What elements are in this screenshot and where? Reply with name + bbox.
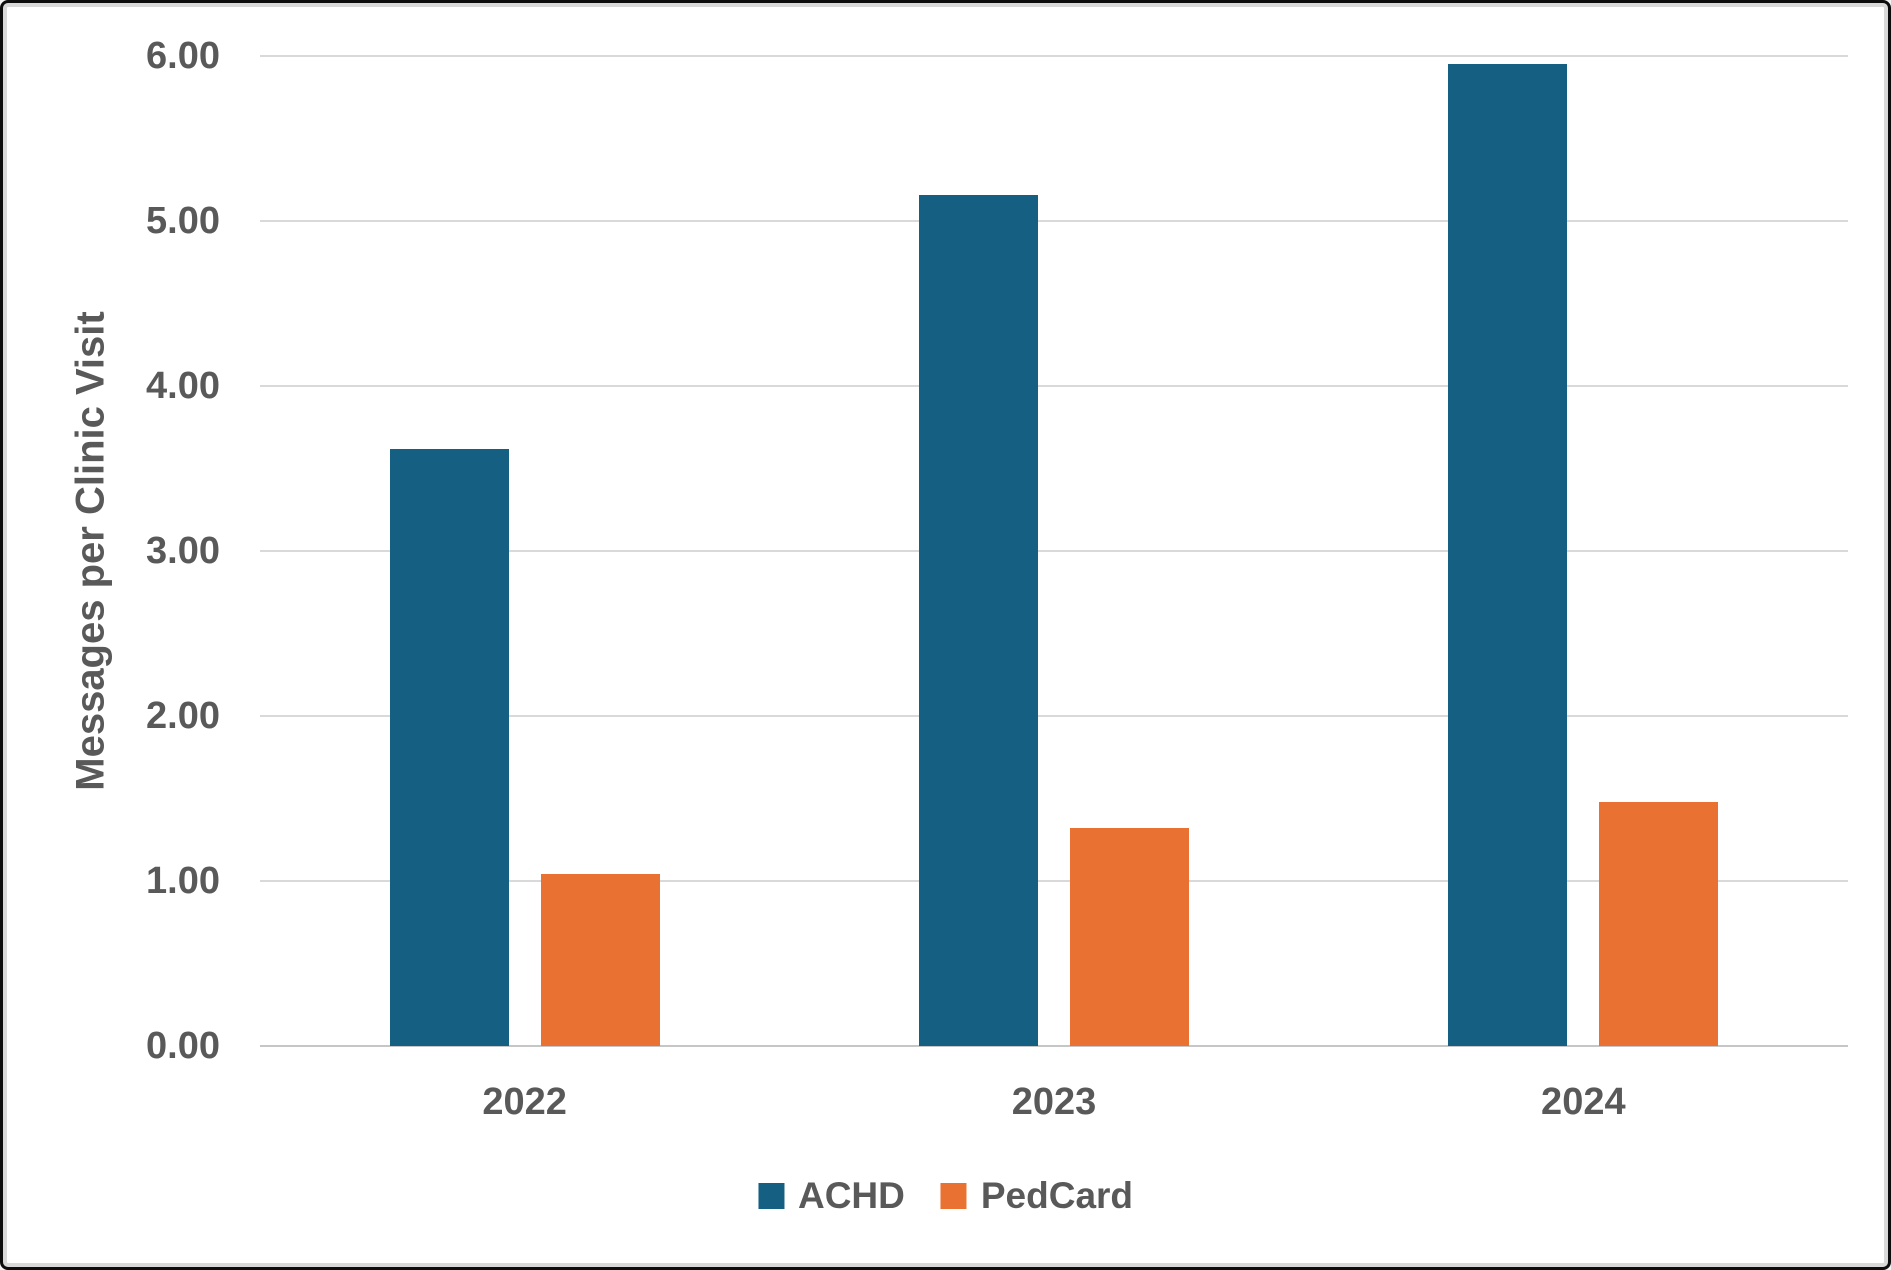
x-axis-line [260,1045,1848,1047]
y-tick-label: 6.00 [146,35,220,77]
legend: ACHD PedCard [757,1175,1134,1217]
y-tick-label: 1.00 [146,860,220,902]
gridline [260,384,1848,387]
plot-area [260,55,1848,1047]
category-group-2022 [260,56,789,1046]
gridline [260,219,1848,222]
bar-achd-2023 [918,194,1038,1046]
category-group-2023 [789,56,1318,1046]
bar-achd-2024 [1448,64,1568,1046]
x-tick-label-2023: 2023 [1011,1081,1097,1123]
gridline [260,880,1848,882]
x-tick-label-2024: 2024 [1541,1081,1626,1123]
bar-pedcard-2023 [1069,828,1189,1046]
legend-swatch-icon [940,1183,967,1209]
legend-swatch-icon [757,1183,784,1209]
legend-label: PedCard [980,1175,1134,1216]
y-tick-label: 4.00 [146,365,220,407]
bars-layer [260,56,1848,1046]
bar-achd-2022 [389,448,509,1046]
category-group-2024 [1319,56,1848,1046]
legend-item-pedcard: PedCard [940,1175,1134,1217]
y-tick-label: 2.00 [146,695,220,737]
bar-pedcard-2022 [540,874,660,1046]
y-tick-label: 3.00 [146,530,220,572]
gridline [260,714,1848,717]
gridline [260,550,1848,552]
y-tick-label: 5.00 [146,200,220,242]
x-tick-label-2022: 2022 [482,1081,567,1123]
y-tick-label: 0.00 [146,1025,220,1067]
gridline [260,55,1848,57]
legend-label: ACHD [797,1175,905,1216]
bar-pedcard-2024 [1599,801,1719,1046]
legend-item-achd: ACHD [757,1175,905,1217]
